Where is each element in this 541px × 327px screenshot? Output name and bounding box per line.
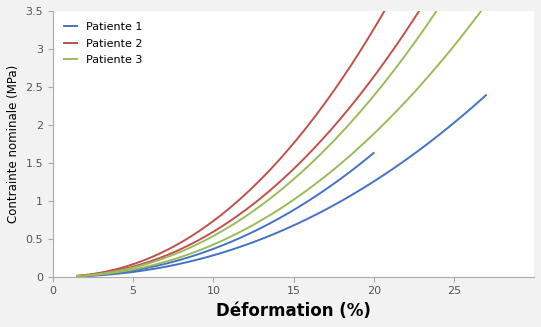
- Patiente 2: [298, 132, 305, 136]
- Patiente 2: [74, 274, 80, 278]
- Patiente 1: [342, 173, 349, 177]
- Line: Patiente 1: Patiente 1: [77, 153, 374, 276]
- Patiente 2: [305, 124, 311, 128]
- Patiente 2: [75, 274, 82, 278]
- Patiente 1: [250, 230, 257, 233]
- Patiente 1: [249, 230, 256, 234]
- Patiente 1: [74, 274, 80, 278]
- Patiente 3: [74, 274, 80, 278]
- Patiente 3: [330, 139, 337, 143]
- Patiente 2: [297, 133, 304, 137]
- Line: Patiente 2: Patiente 2: [77, 0, 454, 276]
- Y-axis label: Contrainte nominale (MPa): Contrainte nominale (MPa): [7, 65, 20, 223]
- Patiente 1: [324, 186, 331, 190]
- Patiente 1: [75, 274, 81, 278]
- Line: Patiente 3: Patiente 3: [77, 0, 510, 276]
- Patiente 1: [255, 227, 262, 231]
- Patiente 3: [339, 130, 345, 134]
- Patiente 3: [439, 1, 445, 5]
- X-axis label: Déformation (%): Déformation (%): [216, 302, 371, 320]
- Legend: Patiente 1, Patiente 2, Patiente 3: Patiente 1, Patiente 2, Patiente 3: [58, 16, 148, 71]
- Patiente 1: [371, 151, 377, 155]
- Patiente 3: [332, 138, 338, 142]
- Patiente 3: [75, 274, 82, 278]
